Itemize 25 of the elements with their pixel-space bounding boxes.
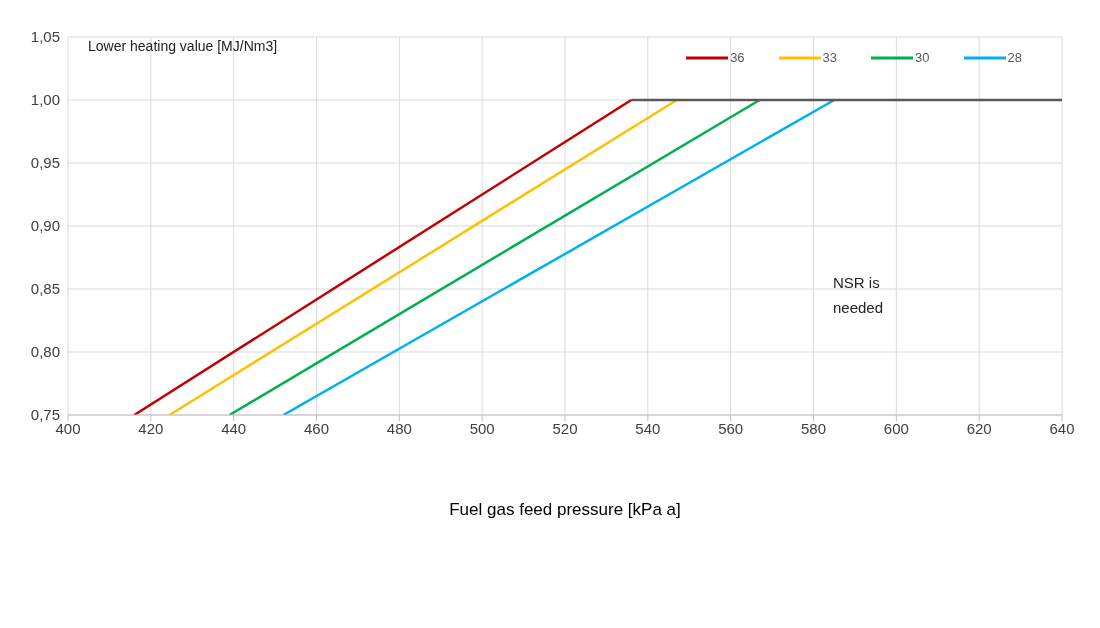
x-tick-label: 540 <box>635 419 661 437</box>
legend-label: 28 <box>1007 50 1022 65</box>
y-tick-label: 0,85 <box>30 280 60 298</box>
legend-label: 30 <box>915 50 930 65</box>
y-tick-label: 0,90 <box>30 217 60 235</box>
y-tick-label: 1,05 <box>30 28 60 46</box>
y-tick-label: 0,95 <box>30 154 60 172</box>
annotation: NSR is needed <box>833 273 885 318</box>
x-axis-title: Fuel gas feed pressure [kPa a] <box>449 500 681 519</box>
y-tick-label: 0,80 <box>30 343 60 361</box>
x-tick-label: 440 <box>221 419 247 437</box>
x-tick-label: 480 <box>386 419 412 437</box>
x-tick-label: 620 <box>966 419 992 437</box>
x-tick-label: 640 <box>1049 419 1075 437</box>
x-tick-label: 580 <box>800 419 827 437</box>
legend-title: Lower heating value [MJ/Nm3] <box>88 38 278 54</box>
legend-label: 33 <box>822 50 838 65</box>
x-tick-label: 600 <box>883 419 909 437</box>
x-tick-label: 520 <box>552 419 578 437</box>
x-tick-label: 560 <box>718 419 744 437</box>
x-tick-label: 420 <box>138 419 164 437</box>
legend-label: 36 <box>730 50 745 65</box>
x-tick-label: 500 <box>469 419 495 437</box>
x-tick-label: 460 <box>303 419 330 437</box>
y-tick-label: 1,00 <box>30 91 60 109</box>
